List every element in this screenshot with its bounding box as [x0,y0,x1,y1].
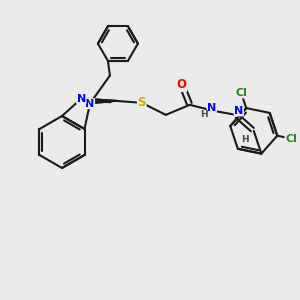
Text: O: O [177,78,187,92]
Text: H: H [241,135,249,144]
Text: S: S [137,96,146,110]
Text: N: N [207,103,216,113]
Text: N: N [234,106,243,116]
Text: Cl: Cl [235,88,247,98]
Text: Cl: Cl [285,134,297,143]
Text: N: N [77,94,86,103]
Text: H: H [200,110,208,119]
Text: N: N [85,99,94,109]
